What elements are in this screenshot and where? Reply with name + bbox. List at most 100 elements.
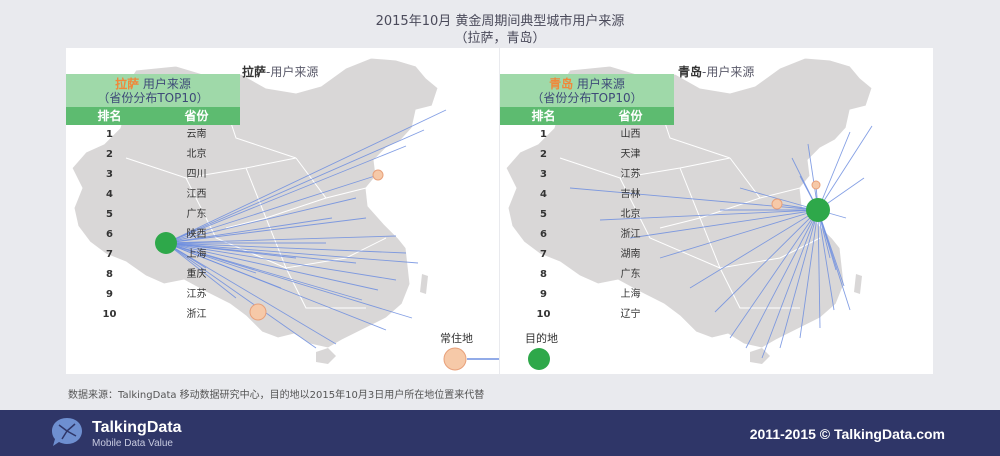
qingdao-flow-line [629, 209, 819, 239]
table-row: 3 江苏 [540, 169, 641, 180]
brand-name: TalkingData [92, 419, 182, 436]
table-row: 2 天津 [540, 149, 641, 160]
title-line-1: 2015年10月 黄金周期间典型城市用户来源 [375, 14, 625, 29]
table-row: 4 吉林 [540, 189, 641, 200]
table-row: 5 北京 [540, 209, 641, 220]
hainan-island [750, 348, 770, 364]
table-title: 拉萨 用户来源 （省份分布TOP10） [66, 74, 240, 107]
rank-header: 排名 [531, 109, 556, 123]
table-header-row: 排名 省份 [500, 107, 674, 125]
lhasa-map [71, 57, 447, 364]
lhasa-flow-line [165, 242, 357, 264]
table-header-row: 排名 省份 [66, 107, 240, 125]
origin-bubble-tianjin [811, 180, 821, 190]
source-note: 数据来源：TalkingData 移动数据研究中心，目的地以2015年10月3日… [68, 390, 485, 401]
province-header: 省份 [184, 109, 209, 123]
table-row: 5 广东 [106, 209, 207, 220]
lhasa-flow-line [165, 109, 447, 244]
qingdao-flow-line [817, 125, 873, 211]
table-title: 青岛 用户来源 （省份分布TOP10） [500, 74, 674, 107]
qingdao-flow-line [714, 209, 819, 313]
lhasa-flow-line [165, 235, 397, 244]
talkingdata-logo-icon [52, 418, 82, 446]
qingdao-flow-line [799, 209, 819, 339]
table-row: 8 广东 [540, 269, 641, 280]
lhasa-flow-line [165, 242, 419, 264]
table-row: 3 四川 [106, 169, 207, 180]
qingdao-flow-line [817, 209, 821, 329]
origin-key-bubble [443, 347, 467, 371]
lhasa-flow-line [165, 174, 379, 244]
hainan-island [316, 348, 336, 364]
lhasa-flow-line [165, 242, 317, 349]
copyright: 2011-2015 © TalkingData.com [749, 426, 945, 442]
qingdao-map [505, 57, 873, 364]
lhasa-flow-line [165, 242, 282, 289]
province-header: 省份 [618, 109, 643, 123]
page-title: 2015年10月 黄金周期间典型城市用户来源 （拉萨，青岛） [0, 13, 1000, 47]
lhasa-flow-line [165, 242, 397, 281]
lhasa-flow-line [165, 242, 237, 299]
qingdao-flow-line [599, 209, 819, 221]
origin-bubble-beijing [372, 169, 384, 181]
taiwan-island [854, 274, 862, 294]
table-row: 8 重庆 [106, 269, 207, 280]
table-row: 1 云南 [106, 129, 207, 140]
brand-tagline: Mobile Data Value [92, 438, 173, 449]
destination-key-bubble [528, 348, 550, 370]
lhasa-flow-line [165, 217, 333, 244]
lhasa-flow-line [165, 242, 413, 319]
footer-bar: TalkingData Mobile Data Value 2011-2015 … [0, 410, 1000, 456]
table-row: 6 陕西 [106, 229, 207, 240]
table-row: 1 山西 [540, 129, 641, 140]
qingdao-flow-line [817, 131, 851, 211]
title-line-2: （拉萨，青岛） [454, 31, 546, 46]
qingdao-flow-line [689, 209, 819, 289]
qingdao-flow-line [729, 209, 819, 339]
qingdao-flow-line [761, 209, 819, 359]
table-row: 4 江西 [106, 189, 207, 200]
table-row: 6 浙江 [540, 229, 641, 240]
destination-key [528, 348, 550, 370]
table-row: 10 浙江 [102, 309, 207, 320]
lhasa-flow-line [165, 129, 425, 244]
table-row: 2 北京 [106, 149, 207, 160]
china-map-shape [71, 57, 439, 349]
table-row: 9 上海 [540, 289, 641, 300]
origin-key [443, 347, 499, 371]
lhasa-flow-line [165, 145, 407, 244]
taiwan-island [420, 274, 428, 294]
table-row: 7 上海 [106, 249, 207, 260]
lhasa-map-title: 拉萨-用户来源 [242, 65, 319, 79]
origin-bubble-sichuan [249, 303, 267, 321]
table-row: 7 湖南 [540, 249, 641, 260]
destination-bubble-qingdao [806, 198, 830, 222]
table-row: 10 辽宁 [536, 309, 641, 320]
qingdao-flow-line [779, 209, 819, 349]
qingdao-flow-line [745, 209, 819, 349]
lhasa-flow-line [165, 242, 379, 291]
origin-key-label: 常住地 [440, 332, 473, 345]
lhasa-flow-lines [165, 109, 447, 349]
qingdao-flow-line [659, 209, 819, 259]
origin-bubble-shanxi [771, 198, 783, 210]
province-borders [125, 77, 387, 309]
qingdao-flow-line [817, 209, 835, 311]
qingdao-map-title: 青岛-用户来源 [678, 65, 755, 79]
table-row: 9 江苏 [106, 289, 207, 300]
china-map-shape [505, 57, 873, 349]
province-borders [559, 77, 821, 309]
lhasa-flow-line [165, 242, 257, 274]
lhasa-flow-line [165, 217, 367, 244]
lhasa-flow-line [165, 197, 357, 244]
destination-key-label: 目的地 [525, 332, 558, 345]
lhasa-flow-line [165, 242, 337, 345]
qingdao-flow-line [817, 209, 845, 287]
destination-bubble-lhasa [155, 232, 177, 254]
rank-header: 排名 [97, 109, 122, 123]
lhasa-flow-line [165, 242, 407, 254]
